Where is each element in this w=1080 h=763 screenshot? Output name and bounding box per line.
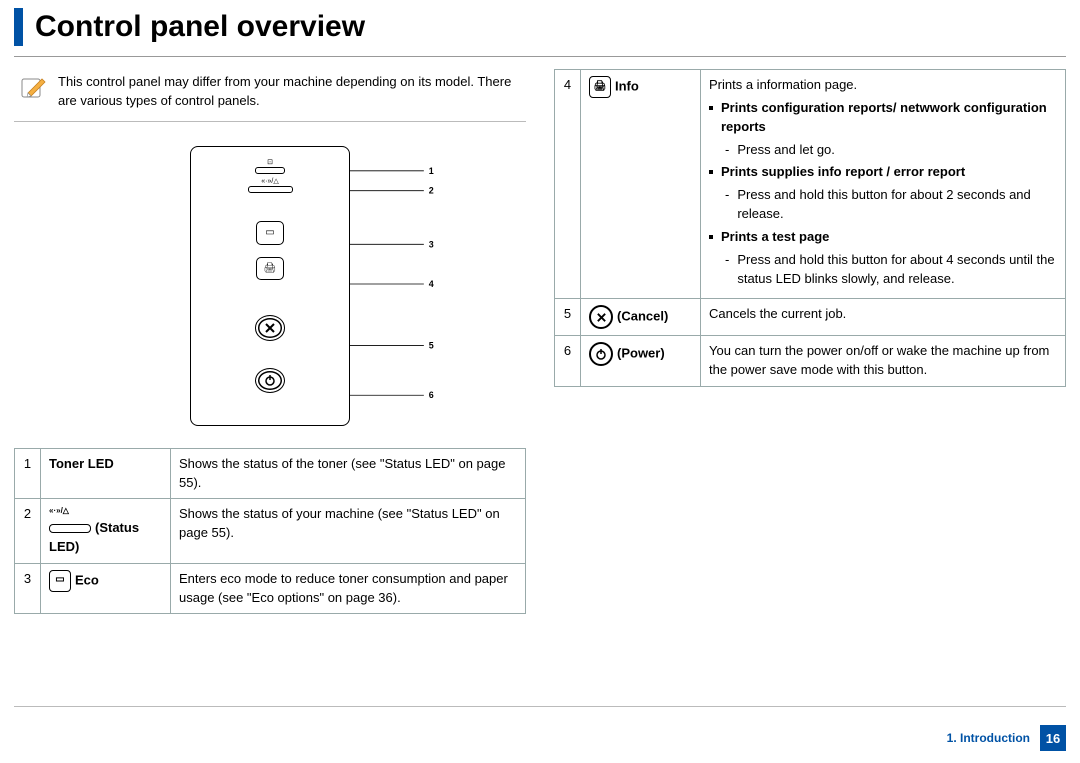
row-label: ▭ Eco [41, 563, 171, 614]
callout-num: 4 [429, 279, 434, 289]
table-row: 6 (Power) You can turn the power on/off … [555, 336, 1066, 387]
row-label-text: (Power) [617, 346, 665, 361]
status-led-glyphs: «·»/△ [49, 505, 162, 517]
row-num: 6 [555, 336, 581, 387]
info-bullet: Prints configuration reports/ netwwork c… [709, 99, 1057, 137]
footer-divider [14, 706, 1066, 707]
footer-page-number: 16 [1040, 725, 1066, 751]
title-divider [14, 56, 1066, 57]
note-text: This control panel may differ from your … [58, 73, 526, 111]
table-row: 2 «·»/△ (Status LED) Shows the status of… [15, 499, 526, 563]
row-desc: Shows the status of your machine (see "S… [171, 499, 526, 563]
title-row: Control panel overview [0, 0, 1080, 52]
row-desc: You can turn the power on/off or wake th… [701, 336, 1066, 387]
diagram-info-button: 🖨 [256, 257, 284, 281]
row-label-text: Eco [75, 572, 99, 587]
power-icon [589, 342, 613, 366]
callout-lines: 1 2 3 4 5 6 [349, 147, 454, 425]
panel-outline: ⊡ «·»/△ ▭ 🖨 1 2 3 4 5 6 [190, 146, 350, 426]
info-sub: -Press and hold this button for about 2 … [725, 186, 1057, 224]
row-label: «·»/△ (Status LED) [41, 499, 171, 563]
diagram-status-led: «·»/△ [248, 186, 293, 193]
content-columns: This control panel may differ from your … [0, 69, 1080, 614]
callout-num: 2 [429, 185, 434, 195]
diagram-toner-led: ⊡ [255, 167, 285, 174]
eco-icon: ▭ [49, 570, 71, 592]
table-row: 5 (Cancel) Cancels the current job. [555, 299, 1066, 336]
row-label-text: Info [615, 78, 639, 93]
cancel-icon [589, 305, 613, 329]
note-box: This control panel may differ from your … [14, 69, 526, 122]
row-label-text: (Cancel) [617, 309, 668, 324]
note-pencil-icon [20, 73, 48, 99]
callout-num: 5 [429, 340, 434, 350]
bullet-head: Prints configuration reports/ netwwork c… [721, 99, 1057, 137]
callout-num: 3 [429, 239, 434, 249]
row-desc: Cancels the current job. [701, 299, 1066, 336]
sub-text: Press and hold this button for about 2 s… [737, 186, 1057, 224]
row-desc: Shows the status of the toner (see "Stat… [171, 448, 526, 499]
row-label: (Power) [581, 336, 701, 387]
info-bullet: Prints a test page [709, 228, 1057, 247]
info-icon: 🖨 [589, 76, 611, 98]
diagram-cancel-button [255, 315, 285, 340]
left-column: This control panel may differ from your … [14, 69, 526, 614]
row-desc: Prints a information page. Prints config… [701, 70, 1066, 299]
bullet-head: Prints a test page [721, 228, 829, 247]
callout-num: 6 [429, 390, 434, 400]
page-title: Control panel overview [35, 10, 365, 44]
info-sub: -Press and let go. [725, 141, 1057, 160]
row-num: 1 [15, 448, 41, 499]
bullet-head: Prints supplies info report / error repo… [721, 163, 965, 182]
sub-text: Press and hold this button for about 4 s… [737, 251, 1057, 289]
left-table: 1 Toner LED Shows the status of the tone… [14, 448, 526, 615]
diagram-eco-button: ▭ [256, 221, 284, 245]
row-num: 4 [555, 70, 581, 299]
info-sub: -Press and hold this button for about 4 … [725, 251, 1057, 289]
row-num: 2 [15, 499, 41, 563]
diagram-power-button [255, 368, 285, 393]
row-label: Toner LED [41, 448, 171, 499]
row-label: (Cancel) [581, 299, 701, 336]
title-accent-bar [14, 8, 23, 46]
row-num: 5 [555, 299, 581, 336]
table-row: 3 ▭ Eco Enters eco mode to reduce toner c… [15, 563, 526, 614]
control-panel-diagram: ⊡ «·»/△ ▭ 🖨 1 2 3 4 5 6 [14, 146, 526, 426]
footer: 1. Introduction 16 [947, 725, 1066, 751]
callout-num: 1 [429, 165, 434, 175]
right-table: 4 🖨 Info Prints a information page. Print… [554, 69, 1066, 387]
sub-text: Press and let go. [737, 141, 835, 160]
row-desc: Enters eco mode to reduce toner consumpt… [171, 563, 526, 614]
row-label: 🖨 Info [581, 70, 701, 299]
row-num: 3 [15, 563, 41, 614]
footer-chapter: 1. Introduction [947, 731, 1030, 745]
info-bullet: Prints supplies info report / error repo… [709, 163, 1057, 182]
info-intro: Prints a information page. [709, 76, 1057, 95]
table-row: 4 🖨 Info Prints a information page. Print… [555, 70, 1066, 299]
status-led-shape-icon [49, 524, 91, 533]
right-column: 4 🖨 Info Prints a information page. Print… [554, 69, 1066, 614]
table-row: 1 Toner LED Shows the status of the tone… [15, 448, 526, 499]
